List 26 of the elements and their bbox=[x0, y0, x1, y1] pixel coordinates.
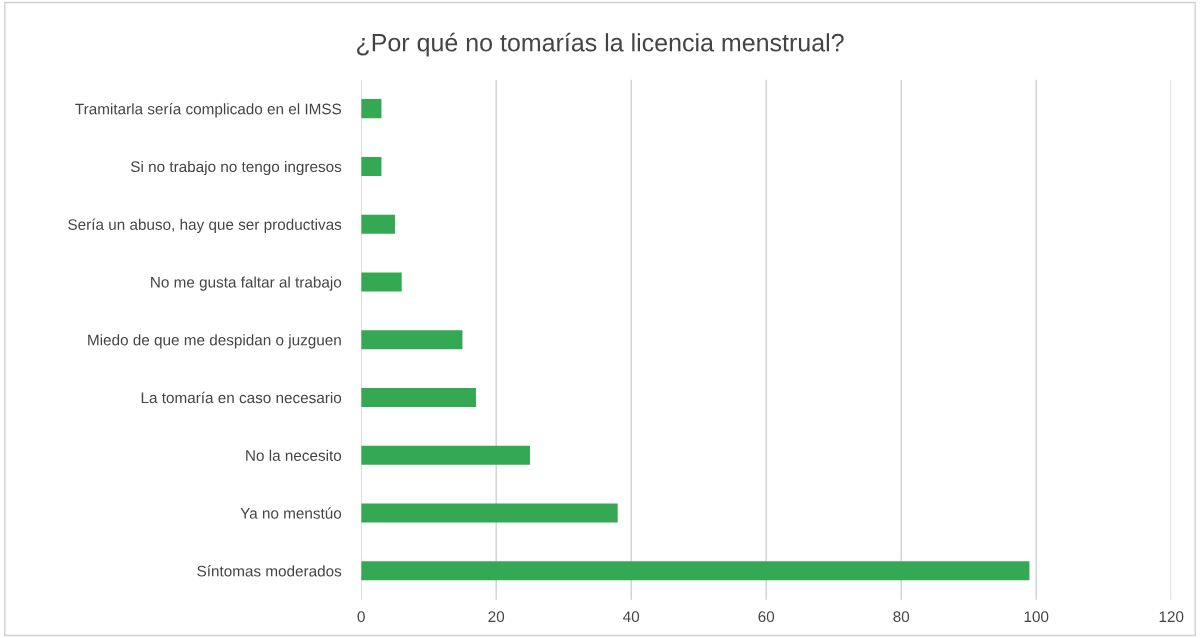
x-tick-label: 100 bbox=[1024, 611, 1049, 623]
bar bbox=[361, 214, 395, 234]
y-tick-label: Sería un abuso, hay que ser productivas bbox=[68, 218, 342, 233]
bar bbox=[361, 330, 463, 350]
bar bbox=[361, 272, 402, 292]
y-tick-label: Si no trabajo no tengo ingresos bbox=[130, 160, 342, 176]
bar bbox=[361, 387, 476, 408]
y-tick-label: Tramitarla sería complicado en el IMSS bbox=[75, 103, 342, 118]
bar bbox=[361, 99, 382, 119]
x-tick-label: 40 bbox=[623, 611, 640, 623]
y-tick-label: No la necesito bbox=[246, 449, 342, 461]
chart-title: ¿Por qué no tomarías la licencia menstrual? bbox=[357, 32, 844, 57]
bar bbox=[361, 561, 1030, 581]
x-tick-label: 60 bbox=[758, 611, 775, 623]
x-tick-label: 80 bbox=[893, 611, 910, 623]
y-tick-label: La tomaría en caso necesario bbox=[141, 391, 342, 404]
y-tick-label: Síntomas moderados bbox=[197, 565, 342, 577]
bar bbox=[361, 445, 530, 465]
y-tick-label: Miedo de que me despidan o juzguen bbox=[88, 334, 341, 349]
bar bbox=[361, 503, 618, 523]
y-tick-label: No me gusta faltar al trabajo bbox=[151, 276, 342, 291]
bar bbox=[361, 156, 382, 176]
x-tick-label: 120 bbox=[1159, 611, 1184, 623]
y-tick-label: Ya no menstúo bbox=[240, 507, 342, 519]
x-tick-label: 0 bbox=[357, 611, 365, 623]
x-tick-label: 20 bbox=[488, 611, 505, 623]
